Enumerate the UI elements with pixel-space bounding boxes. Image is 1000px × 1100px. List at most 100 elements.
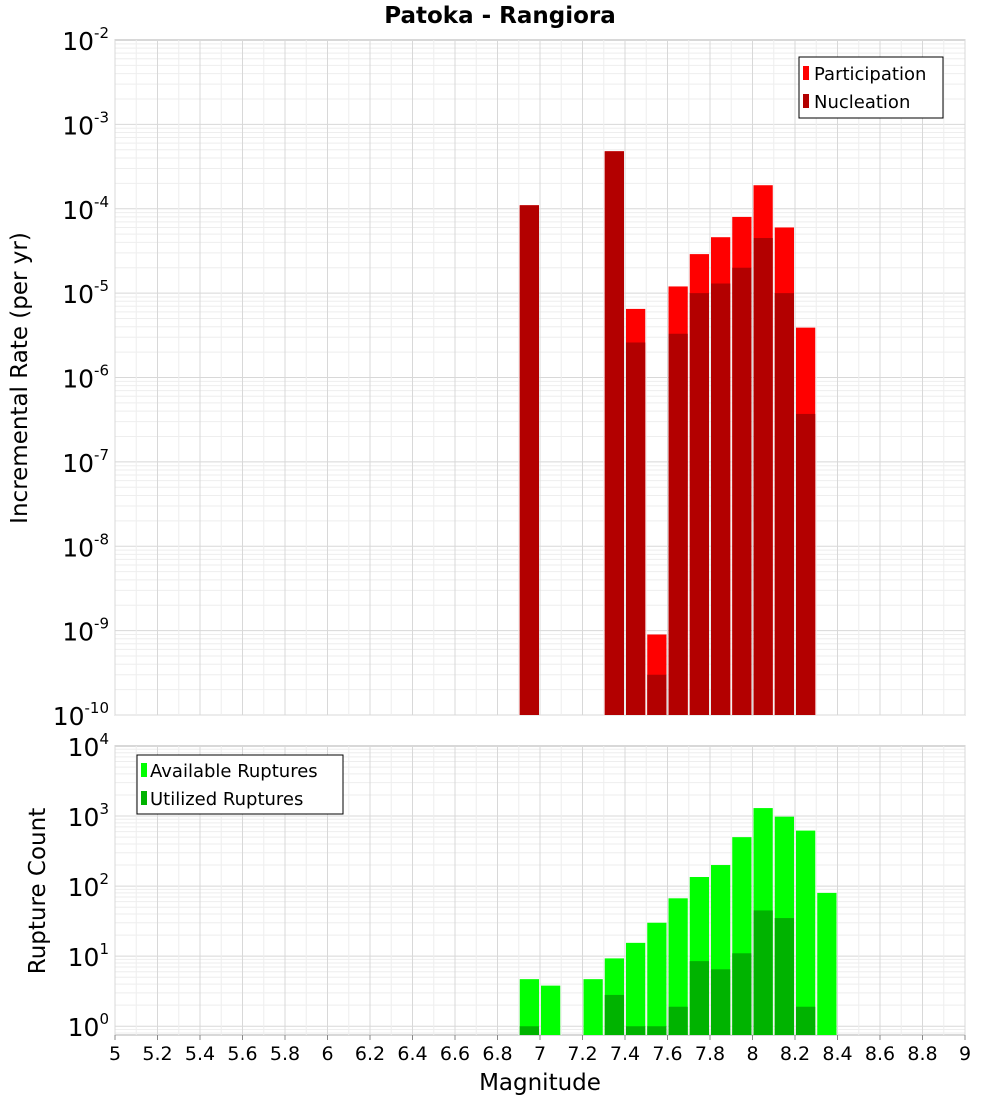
bottom-y-tick-label: 101 xyxy=(68,940,109,972)
count-bar-utilized-ruptures xyxy=(774,918,794,1035)
x-tick-label: 8 xyxy=(746,1043,758,1065)
participation-nucleation-panel: 10-210-310-410-510-610-710-810-910-10 In… xyxy=(7,24,966,731)
bottom-legend-box xyxy=(136,754,344,815)
tick-base: 10 xyxy=(68,873,100,902)
x-tick-label: 8.6 xyxy=(865,1043,895,1065)
tick-base: 10 xyxy=(68,1013,100,1042)
x-tick-label: 5.8 xyxy=(270,1043,300,1065)
top-y-tick-labels: 10-210-310-410-510-610-710-810-910-10 xyxy=(53,24,109,731)
rate-bar-nucleation xyxy=(668,333,688,715)
count-bar-available-ruptures xyxy=(541,985,561,1035)
tick-exponent: -10 xyxy=(85,699,110,717)
count-bar-available-ruptures xyxy=(626,942,646,1035)
tick-exponent: 4 xyxy=(99,730,109,748)
legend-swatch-participation xyxy=(803,66,809,80)
top-bars xyxy=(519,151,816,715)
tick-base: 10 xyxy=(68,943,100,972)
top-y-tick-label: 10-10 xyxy=(53,699,109,731)
legend-label-participation: Participation xyxy=(814,64,926,85)
x-tick-label: 6 xyxy=(321,1043,333,1065)
x-tick-label: 8.2 xyxy=(780,1043,810,1065)
legend-label-nucleation: Nucleation xyxy=(814,92,910,113)
x-tick-label: 6.6 xyxy=(440,1043,470,1065)
tick-exponent: -9 xyxy=(94,615,109,633)
top-y-tick-label: 10-3 xyxy=(62,108,109,140)
bottom-y-tick-label: 102 xyxy=(68,870,109,902)
x-tick-label: 6.8 xyxy=(482,1043,512,1065)
top-grid xyxy=(114,40,966,716)
top-y-tick-label: 10-5 xyxy=(62,277,109,309)
top-y-tick-label: 10-7 xyxy=(62,446,109,478)
x-tick-label: 7 xyxy=(534,1043,546,1065)
legend-swatch-available xyxy=(141,763,147,777)
legend-label-utilized: Utilized Ruptures xyxy=(150,789,303,810)
bottom-y-tick-label: 100 xyxy=(68,1010,109,1042)
count-bar-available-ruptures xyxy=(583,979,603,1035)
count-bar-available-ruptures xyxy=(668,898,688,1035)
x-tick-label: 7.2 xyxy=(567,1043,597,1065)
bottom-y-tick-label: 104 xyxy=(68,730,109,762)
tick-base: 10 xyxy=(62,280,94,309)
legend-label-available: Available Ruptures xyxy=(150,761,318,782)
x-tick-label: 7.4 xyxy=(610,1043,640,1065)
rate-bar-nucleation xyxy=(626,342,646,715)
top-legend: Participation Nucleation xyxy=(798,56,944,119)
tick-exponent: 2 xyxy=(99,870,109,888)
x-tick-label: 5 xyxy=(109,1043,121,1065)
rate-bar-nucleation xyxy=(711,283,731,715)
x-tick-label: 5.2 xyxy=(142,1043,172,1065)
tick-exponent: -7 xyxy=(94,446,109,464)
legend-swatch-nucleation xyxy=(803,94,809,108)
count-bar-utilized-ruptures xyxy=(668,1006,688,1035)
tick-base: 10 xyxy=(62,449,94,478)
tick-base: 10 xyxy=(53,702,85,731)
count-bar-available-ruptures xyxy=(796,830,816,1035)
x-tick-label: 7.6 xyxy=(652,1043,682,1065)
count-bar-utilized-ruptures xyxy=(732,953,752,1035)
tick-exponent: 3 xyxy=(99,800,109,818)
tick-exponent: 1 xyxy=(99,940,109,958)
tick-exponent: -6 xyxy=(94,362,109,380)
top-y-tick-label: 10-8 xyxy=(62,530,109,562)
bottom-y-tick-label: 103 xyxy=(68,800,109,832)
x-tick-labels: 5 5.2 5.4 5.6 5.8 6 6.2 6.4 6.6 6.8 7 7.2 7.4 7.6 7.8 8… xyxy=(109,1035,971,1065)
tick-base: 10 xyxy=(62,196,94,225)
top-legend-box xyxy=(798,56,944,119)
tick-base: 10 xyxy=(62,618,94,647)
tick-base: 10 xyxy=(62,533,94,562)
bottom-y-axis-label: Rupture Count xyxy=(25,808,51,974)
rate-bar-nucleation xyxy=(753,238,773,715)
tick-exponent: -5 xyxy=(94,277,109,295)
tick-exponent: -4 xyxy=(94,193,109,211)
x-tick-label: 9 xyxy=(959,1043,971,1065)
count-bar-utilized-ruptures xyxy=(689,961,709,1035)
count-bar-utilized-ruptures xyxy=(753,910,773,1035)
x-tick-label: 6.4 xyxy=(397,1043,427,1065)
rate-bar-nucleation xyxy=(796,413,816,715)
top-y-tick-label: 10-9 xyxy=(62,615,109,647)
rate-bar-nucleation xyxy=(732,267,752,715)
x-tick-label: 8.4 xyxy=(822,1043,852,1065)
tick-base: 10 xyxy=(62,365,94,394)
top-y-tick-label: 10-4 xyxy=(62,193,109,225)
count-bar-utilized-ruptures xyxy=(647,1026,667,1035)
count-bar-utilized-ruptures xyxy=(626,1026,646,1035)
x-axis-label: Magnitude xyxy=(479,1070,601,1096)
rate-bar-nucleation xyxy=(774,293,794,715)
rate-bar-nucleation xyxy=(647,674,667,715)
x-tick-label: 7.8 xyxy=(695,1043,725,1065)
count-bar-utilized-ruptures xyxy=(711,969,731,1035)
top-y-tick-label: 10-6 xyxy=(62,362,109,394)
legend-swatch-utilized xyxy=(141,791,147,805)
count-bar-available-ruptures xyxy=(647,922,667,1035)
tick-base: 10 xyxy=(62,111,94,140)
count-bar-utilized-ruptures xyxy=(519,1026,539,1035)
bottom-bars xyxy=(519,808,837,1035)
rate-bar-nucleation xyxy=(604,151,624,715)
tick-exponent: 0 xyxy=(99,1010,109,1028)
x-tick-label: 5.6 xyxy=(227,1043,257,1065)
tick-base: 10 xyxy=(68,803,100,832)
top-y-axis-label: Incremental Rate (per yr) xyxy=(7,232,33,524)
tick-exponent: -3 xyxy=(94,108,109,126)
